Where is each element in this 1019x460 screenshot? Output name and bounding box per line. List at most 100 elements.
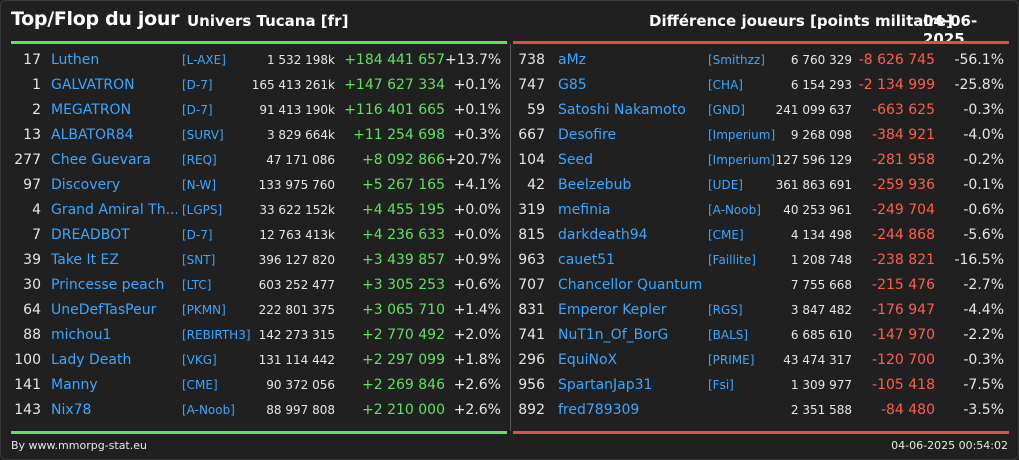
points: 3 847 482 xyxy=(790,303,852,317)
player-link[interactable]: ALBATOR84 xyxy=(51,127,134,143)
metric-label: Différence joueurs [points militaire] xyxy=(649,12,953,30)
rank: 747 xyxy=(518,77,545,93)
difference: +3 439 857 xyxy=(362,252,445,268)
percent: +2.0% xyxy=(453,327,501,343)
player-link[interactable]: Princesse peach xyxy=(51,277,165,293)
alliance-link[interactable]: [REQ] xyxy=(182,153,217,167)
points: 6 154 293 xyxy=(790,78,852,92)
rank: 741 xyxy=(518,327,545,343)
alliance-link[interactable]: [CME] xyxy=(708,228,744,242)
player-link[interactable]: Discovery xyxy=(51,177,121,193)
player-link[interactable]: Lady Death xyxy=(51,352,132,368)
player-link[interactable]: Take It EZ xyxy=(51,252,119,268)
player-link[interactable]: Emperor Kepler xyxy=(558,302,667,318)
player-link[interactable]: Satoshi Nakamoto xyxy=(558,102,686,118)
difference: -176 947 xyxy=(872,302,935,318)
top-divider-red xyxy=(513,41,1009,44)
flop-row: 738 aMz [Smithzz] 6 760 329 -8 626 745 -56.1% xyxy=(1,48,1018,73)
points: 90 372 056 xyxy=(266,378,335,392)
rank: 707 xyxy=(518,277,545,293)
player-link[interactable]: SpartanJap31 xyxy=(558,377,653,393)
alliance-link[interactable]: [N-W] xyxy=(182,178,217,192)
rank: 319 xyxy=(518,202,545,218)
alliance-link[interactable]: [BALS] xyxy=(708,328,749,342)
alliance-link[interactable]: [A-Noob] xyxy=(182,403,235,417)
flop-row: 707 Chancellor Quantum 7 755 668 -215 476 -2… xyxy=(1,273,1018,298)
rank: 39 xyxy=(23,252,41,268)
page-title: Top/Flop du jour xyxy=(11,8,180,30)
flop-row: 59 Satoshi Nakamoto [GND] 241 099 637 -663 6… xyxy=(1,98,1018,123)
player-link[interactable]: NuT1n_Of_BorG xyxy=(558,327,669,343)
top-row: 143 Nix78 [A-Noob] 88 997 808 +2 210 000 +2.6… xyxy=(1,398,1018,423)
alliance-link[interactable]: [LTC] xyxy=(182,278,212,292)
player-link[interactable]: DREADBOT xyxy=(51,227,130,243)
rank: 100 xyxy=(14,352,41,368)
player-link[interactable]: Seed xyxy=(558,152,593,168)
alliance-link[interactable]: [Smithzz] xyxy=(708,53,765,67)
rank: 7 xyxy=(32,227,41,243)
player-link[interactable]: EquiNoX xyxy=(558,352,618,368)
alliance-link[interactable]: [D-7] xyxy=(182,103,213,117)
alliance-link[interactable]: [Imperium] xyxy=(708,153,776,167)
player-link[interactable]: fred789309 xyxy=(558,402,640,418)
alliance-link[interactable]: [SURV] xyxy=(182,128,224,142)
alliance-link[interactable]: [GND] xyxy=(708,103,745,117)
player-link[interactable]: Desofire xyxy=(558,127,617,143)
flop-row: 963 cauet51 [Faillite] 1 208 748 -238 821 -16… xyxy=(1,248,1018,273)
alliance-link[interactable]: [RGS] xyxy=(708,303,743,317)
points: 133 975 760 xyxy=(258,178,335,192)
player-link[interactable]: Manny xyxy=(51,377,98,393)
flop-row: 741 NuT1n_Of_BorG [BALS] 6 685 610 -147 970 -… xyxy=(1,323,1018,348)
player-link[interactable]: UneDefTasPeur xyxy=(51,302,157,318)
player-link[interactable]: Nix78 xyxy=(51,402,92,418)
alliance-link[interactable]: [SNT] xyxy=(182,253,216,267)
rank: 42 xyxy=(527,177,545,193)
alliance-link[interactable]: [PKMN] xyxy=(182,303,226,317)
alliance-link[interactable]: [CME] xyxy=(182,378,218,392)
alliance-link[interactable]: [L-AXE] xyxy=(182,53,226,67)
difference: -120 700 xyxy=(872,352,935,368)
player-link[interactable]: Grand Amiral Th... xyxy=(51,202,177,218)
alliance-link[interactable]: [D-7] xyxy=(182,78,213,92)
alliance-link[interactable]: [Faillite] xyxy=(708,253,756,267)
alliance-link[interactable]: [Imperium] xyxy=(708,128,776,142)
alliance-link[interactable]: [LGPS] xyxy=(182,203,223,217)
difference: +3 305 253 xyxy=(362,277,445,293)
player-link[interactable]: Chee Guevara xyxy=(51,152,151,168)
player-link[interactable]: cauet51 xyxy=(558,252,616,268)
player-link[interactable]: G85 xyxy=(558,77,587,93)
player-link[interactable]: mefinia xyxy=(558,202,611,218)
player-link[interactable]: Beelzebub xyxy=(558,177,632,193)
player-link[interactable]: Luthen xyxy=(51,52,100,68)
alliance-link[interactable]: [D-7] xyxy=(182,228,213,242)
alliance-link[interactable]: [VKG] xyxy=(182,353,217,367)
rank: 17 xyxy=(23,52,41,68)
player-link[interactable]: darkdeath94 xyxy=(558,227,648,243)
alliance-link[interactable]: [CHA] xyxy=(708,78,743,92)
top-row: 39 Take It EZ [SNT] 396 127 820 +3 439 857 +0… xyxy=(1,248,1018,273)
points: 396 127 820 xyxy=(258,253,335,267)
player-link[interactable]: GALVATRON xyxy=(51,77,135,93)
player-link[interactable]: aMz xyxy=(558,52,587,68)
alliance-link[interactable]: [PRIME] xyxy=(708,353,755,367)
percent: -4.0% xyxy=(963,127,1004,143)
player-link[interactable]: MEGATRON xyxy=(51,102,132,118)
points: 1 309 977 xyxy=(790,378,852,392)
percent: +0.9% xyxy=(453,252,501,268)
points: 88 997 808 xyxy=(266,403,335,417)
points: 7 755 668 xyxy=(790,278,852,292)
top-row: 100 Lady Death [VKG] 131 114 442 +2 297 099 +… xyxy=(1,348,1018,373)
bottom-divider-green xyxy=(11,431,507,434)
alliance-link[interactable]: [A-Noob] xyxy=(708,203,761,217)
alliance-link[interactable]: [Fsi] xyxy=(708,378,734,392)
alliance-link[interactable]: [UDE] xyxy=(708,178,743,192)
player-link[interactable]: Chancellor Quantum xyxy=(558,277,703,293)
alliance-link[interactable]: [REBIRTH3] xyxy=(182,328,251,342)
difference: -663 625 xyxy=(872,102,935,118)
percent: +0.0% xyxy=(453,227,501,243)
top-row: 97 Discovery [N-W] 133 975 760 +5 267 165 +4.… xyxy=(1,173,1018,198)
difference: -215 476 xyxy=(872,277,935,293)
difference: -105 418 xyxy=(872,377,935,393)
player-link[interactable]: michou1 xyxy=(51,327,112,343)
points: 361 863 691 xyxy=(775,178,852,192)
